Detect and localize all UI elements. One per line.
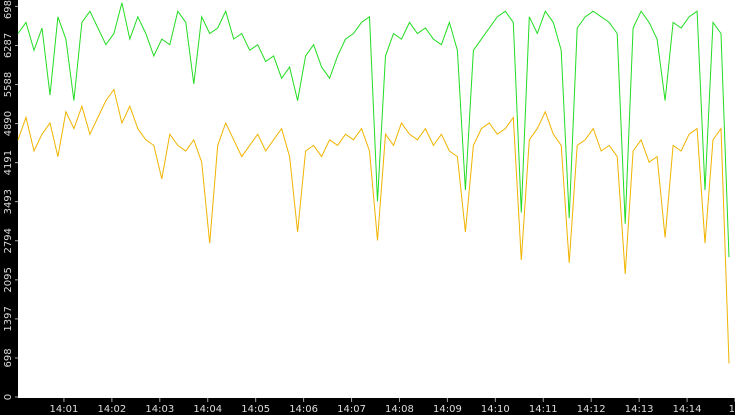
y-tick-label: 4191 [3, 150, 14, 175]
y-tick-label: 6287 [3, 33, 14, 58]
series-line [17, 88, 730, 364]
x-tick-label: 14:06 [289, 404, 318, 415]
x-tick-label: 14:08 [385, 404, 414, 415]
x-tick-label: 14:13 [625, 404, 654, 415]
y-tick-label: 698 [3, 348, 14, 367]
x-tick-label: 14:09 [433, 404, 462, 415]
x-tick-label: 14:01 [50, 404, 79, 415]
x-tick-label: 14:10 [481, 404, 510, 415]
x-tick-label: 14:12 [577, 404, 606, 415]
series-line [17, 2, 730, 258]
x-tick-label: 14:03 [145, 404, 174, 415]
y-tick-label: 3493 [3, 189, 14, 214]
x-tick-label: 14:05 [241, 404, 270, 415]
x-tick-label: 14 [729, 404, 735, 415]
y-tick-label: 2794 [3, 228, 14, 253]
x-tick-label: 14:04 [193, 404, 222, 415]
y-tick-label: 6986 [3, 0, 14, 19]
x-tick-label: 14:07 [337, 404, 366, 415]
y-tick-label: 0 [3, 394, 14, 400]
y-tick-label: 5588 [3, 72, 14, 97]
x-axis-strip [0, 398, 735, 415]
y-tick-label: 2095 [3, 267, 14, 292]
x-tick-label: 14:14 [673, 404, 702, 415]
x-tick-label: 14:02 [97, 404, 126, 415]
y-axis-strip [0, 0, 18, 415]
y-tick-label: 4890 [3, 111, 14, 136]
x-tick-label: 14:11 [529, 404, 558, 415]
y-tick-label: 1397 [3, 306, 14, 331]
